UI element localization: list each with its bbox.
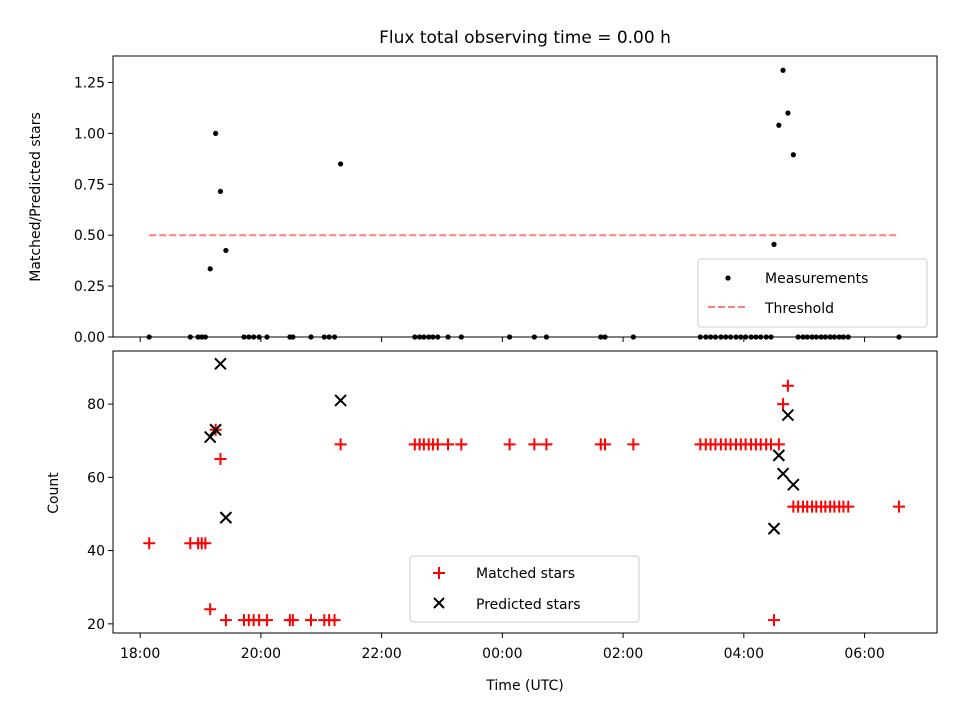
bottom-matched-stars-point (442, 438, 455, 451)
bottom-matched-stars-point (772, 438, 785, 451)
bottom-y-tick-label: 40 (87, 544, 105, 560)
bottom-matched-stars-point (455, 438, 468, 451)
bottom-predicted-stars-point (772, 449, 786, 462)
bottom-y-tick-label: 20 (87, 617, 105, 633)
bottom-matched-stars-point (286, 614, 299, 627)
bottom-x-tick-label: 22:00 (361, 646, 401, 662)
top-measurements-point (790, 152, 796, 158)
bottom-x-tick-label: 02:00 (603, 646, 643, 662)
top-x-ticks (139, 337, 866, 342)
bottom-matched-stars-point (528, 438, 541, 451)
top-y-tick-label: 0.50 (74, 228, 105, 244)
bottom-matched-stars-point (503, 438, 516, 451)
bottom-x-tick-label: 06:00 (844, 646, 884, 662)
top-measurements-point (337, 161, 344, 167)
bottom-matched-stars-point (781, 379, 794, 392)
bottom-legend: Matched stars Predicted stars (409, 555, 640, 623)
top-y-tick-label: 0.25 (74, 279, 105, 295)
bottom-y-tick-label: 60 (87, 470, 105, 486)
bottom-predicted-stars-point (767, 522, 781, 535)
bottom-matched-stars-point (768, 614, 781, 627)
bottom-x-tick-label: 00:00 (482, 646, 522, 662)
legend-matched-marker (433, 567, 445, 579)
bottom-matched-stars-point (777, 398, 790, 411)
bottom-matched-stars-point (328, 614, 341, 627)
bottom-matched-stars-point (627, 438, 640, 451)
top-y-tick-label: 1.25 (74, 75, 105, 91)
bottom-matched-stars-point (260, 614, 273, 627)
top-chart-title: Flux total observing time = 0.00 h (379, 28, 671, 48)
top-legend-box (697, 258, 928, 328)
bottom-predicted-stars-point (219, 511, 233, 524)
bottom-matched-stars-point (214, 453, 227, 466)
legend-measurements-marker (725, 275, 731, 281)
top-measurements-point (780, 67, 786, 73)
bottom-axes-frame (112, 350, 938, 634)
bottom-matched-stars-point (305, 614, 318, 627)
bottom-x-axis-label: Time (UTC) (485, 678, 563, 694)
legend-matched-label: Matched stars (476, 566, 575, 582)
top-y-axis-label: Matched/Predicted stars (28, 112, 44, 282)
top-legend: Measurements Threshold (697, 258, 928, 328)
top-y-tick-label: 0.00 (74, 330, 105, 346)
top-y-ticks: 0.00 0.25 0.50 0.75 1.00 1.25 (74, 75, 113, 346)
bottom-matched-stars-point (199, 537, 212, 550)
top-measurements-point (785, 110, 791, 116)
bottom-y-axis-label: Count (46, 472, 62, 514)
bottom-matched-stars-point (598, 438, 611, 451)
bottom-x-ticks: 18:00 20:00 22:00 00:00 02:00 04:00 06:00 (120, 633, 885, 662)
top-measurements-point (771, 241, 777, 247)
legend-predicted-marker (433, 597, 445, 609)
top-axes-frame (112, 55, 938, 338)
bottom-x-tick-label: 20:00 (241, 646, 281, 662)
bottom-matched-stars-point (842, 500, 855, 513)
bottom-matched-stars-point (892, 500, 905, 513)
bottom-matched-stars-point (334, 438, 347, 451)
bottom-plot-area (143, 357, 905, 627)
bottom-predicted-stars-point (787, 478, 800, 491)
top-y-tick-label: 0.75 (74, 177, 105, 193)
bottom-predicted-stars-point (214, 357, 227, 371)
top-measurements-point (207, 266, 213, 272)
bottom-y-tick-label: 80 (87, 397, 105, 413)
bottom-predicted-stars-point (334, 394, 347, 407)
top-panel: Flux total observing time = 0.00 h Match… (28, 28, 938, 346)
bottom-matched-stars-point (204, 603, 217, 616)
bottom-x-tick-label: 18:00 (120, 646, 160, 662)
bottom-predicted-stars-point (209, 423, 222, 436)
top-measurements-point (223, 247, 229, 254)
bottom-y-ticks: 20 40 60 80 (87, 397, 113, 633)
bottom-predicted-stars-point (776, 467, 790, 480)
bottom-x-tick-label: 04:00 (724, 646, 764, 662)
legend-threshold-label: Threshold (764, 301, 834, 317)
top-measurements-point (213, 130, 219, 136)
top-measurements-point (217, 188, 224, 195)
legend-predicted-label: Predicted stars (476, 597, 581, 613)
bottom-matched-stars-point (143, 537, 156, 550)
top-y-tick-label: 1.00 (74, 126, 105, 142)
bottom-panel: Count Time (UTC) 20 40 60 80 18:00 20:00 22:0… (46, 350, 938, 694)
bottom-matched-stars-point (540, 438, 553, 451)
legend-measurements-label: Measurements (765, 271, 868, 287)
top-measurements-point (776, 122, 782, 128)
bottom-predicted-stars-point (203, 430, 217, 444)
bottom-matched-stars-point (431, 438, 444, 451)
bottom-predicted-stars-point (781, 408, 795, 422)
bottom-matched-stars-point (219, 614, 232, 627)
bottom-legend-box (409, 555, 640, 623)
